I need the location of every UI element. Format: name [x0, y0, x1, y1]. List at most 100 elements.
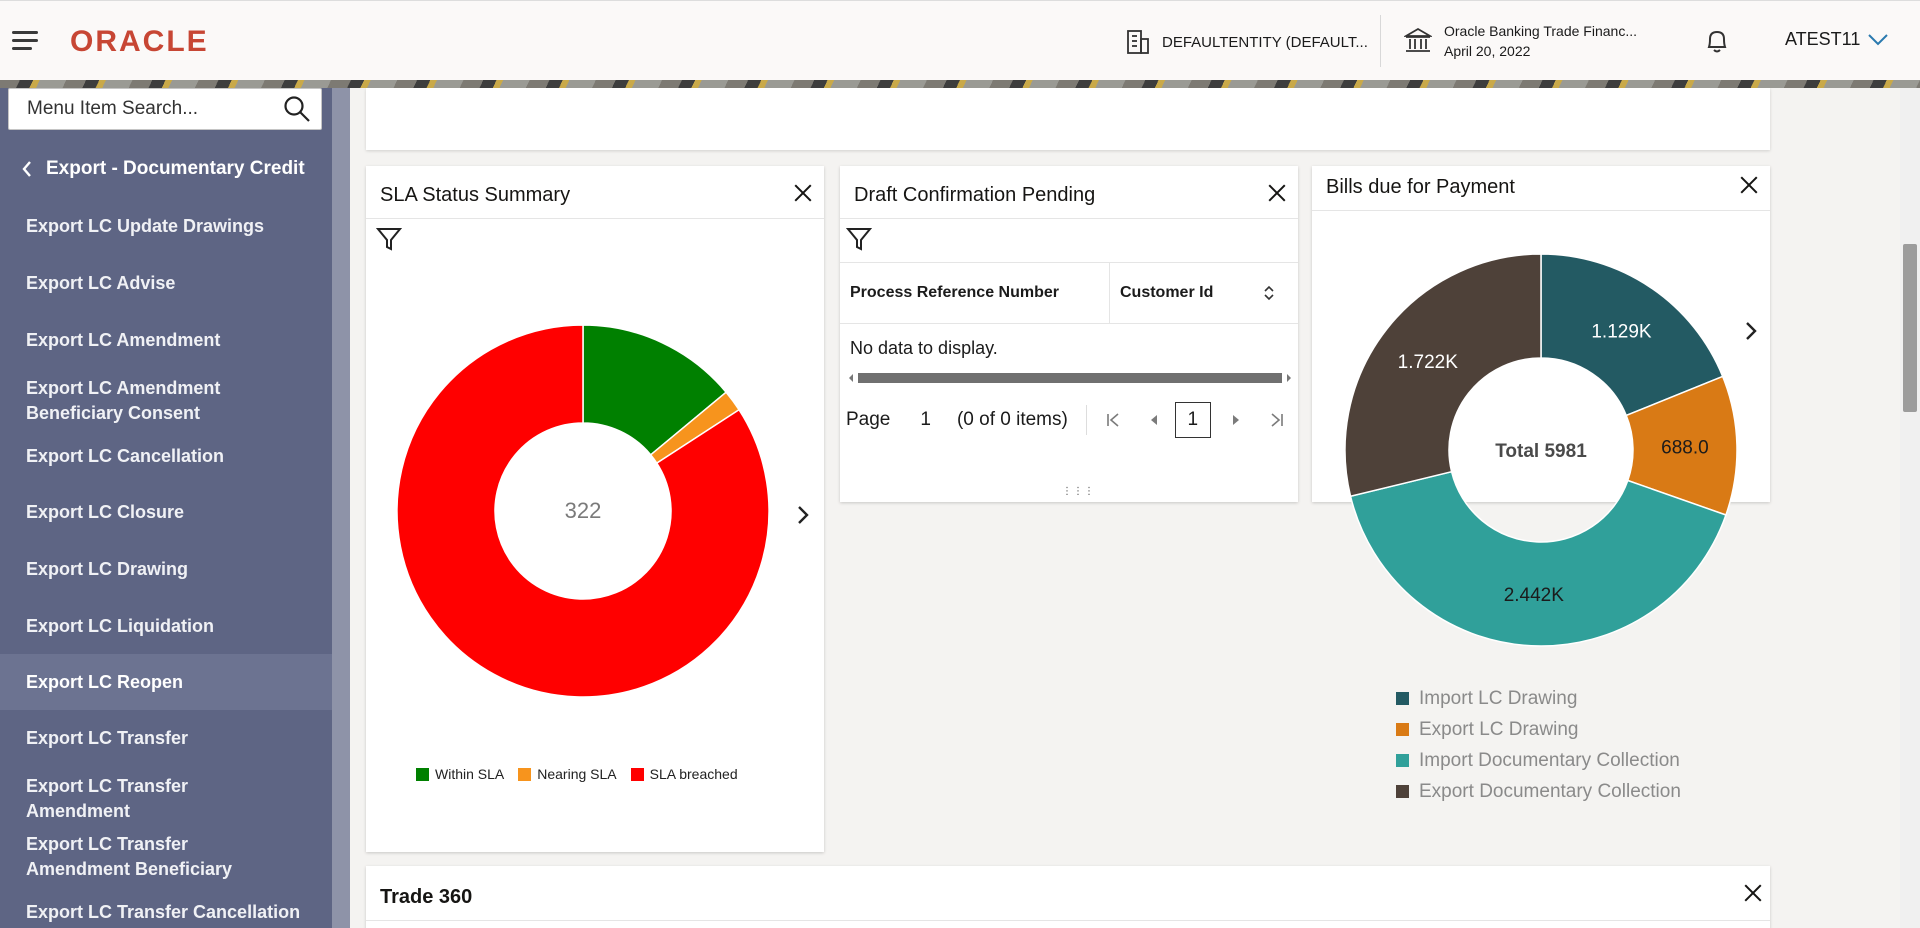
- donut-data-label: 1.129K: [1591, 322, 1652, 343]
- sla-legend: Within SLA Nearing SLA SLA breached: [416, 766, 738, 782]
- app-header: ORACLE DEFAULTENTITY (DEFAULT... Oracle …: [0, 0, 1920, 80]
- draft-filter-icon[interactable]: [846, 226, 872, 252]
- branch-selector[interactable]: Oracle Banking Trade Financ... April 20,…: [1404, 21, 1637, 61]
- sidebar-item-label: Export LC Cancellation: [26, 445, 225, 466]
- sla-filter-icon[interactable]: [376, 226, 402, 252]
- sidebar-item-label: Export LC Amendment: [26, 329, 221, 350]
- table-horizontal-scrollbar[interactable]: [848, 370, 1292, 384]
- sidebar-item-transfer-amendment[interactable]: Export LC Transfer Amendment: [0, 772, 230, 826]
- card-divider: [366, 218, 824, 219]
- legend-label: Nearing SLA: [537, 766, 617, 782]
- donut-slice-within-sla[interactable]: [582, 324, 728, 456]
- donut-slice-sla-breached[interactable]: [396, 324, 770, 698]
- sla-status-card: SLA Status Summary 322 Within SLA Nearin…: [366, 166, 824, 852]
- header-divider: [1380, 15, 1381, 67]
- page-label: Page: [846, 409, 891, 430]
- legend-swatch: [1396, 723, 1409, 736]
- scroll-right-icon[interactable]: [1286, 373, 1292, 383]
- bills-legend-export-lc[interactable]: Export LC Drawing: [1396, 714, 1681, 745]
- user-menu[interactable]: ATEST11: [1785, 29, 1889, 50]
- sidebar-back-button[interactable]: Export - Documentary Credit: [0, 148, 332, 190]
- sidebar-item-label: Export LC Update Drawings: [26, 215, 265, 236]
- legend-label: Export Documentary Collection: [1419, 780, 1681, 802]
- sla-center-value: 322: [565, 498, 602, 523]
- sla-legend-within[interactable]: Within SLA: [416, 766, 504, 782]
- trade-360-close-icon[interactable]: [1742, 882, 1764, 904]
- column-label: Customer Id: [1120, 284, 1214, 301]
- sidebar-item-update-drawings[interactable]: Export LC Update Drawings: [0, 206, 332, 246]
- sla-card-title: SLA Status Summary: [380, 184, 571, 206]
- entity-name: DEFAULTENTITY (DEFAULT...: [1162, 33, 1368, 51]
- sidebar-item-drawing[interactable]: Export LC Drawing: [0, 549, 332, 589]
- sidebar-item-label: Export LC Closure: [26, 501, 185, 522]
- dashboard-area: SLA Status Summary 322 Within SLA Nearin…: [350, 88, 1900, 928]
- sla-next-chevron-icon[interactable]: [796, 504, 810, 526]
- menu-search-input[interactable]: [27, 98, 267, 120]
- bell-icon[interactable]: [1704, 27, 1730, 60]
- sidebar: Export - Documentary Credit Export LC Up…: [0, 88, 332, 928]
- sidebar-item-closure[interactable]: Export LC Closure: [0, 492, 332, 532]
- sidebar-scrollbar[interactable]: [332, 88, 350, 928]
- sidebar-item-amendment[interactable]: Export LC Amendment: [0, 320, 332, 360]
- donut-slice-export-documentary-collection[interactable]: [1344, 253, 1542, 498]
- resize-handle-icon[interactable]: ⋮⋮⋮: [1062, 486, 1095, 497]
- bank-icon: [1404, 27, 1432, 52]
- sidebar-item-amendment-beneficiary-consent[interactable]: Export LC Amendment Beneficiary Consent: [0, 374, 260, 428]
- chevron-left-icon: [22, 161, 31, 177]
- legend-swatch: [1396, 692, 1409, 705]
- sidebar-item-liquidation[interactable]: Export LC Liquidation: [0, 606, 332, 646]
- sidebar-item-label: Export LC Transfer Amendment: [26, 776, 189, 821]
- scroll-left-icon[interactable]: [848, 373, 854, 383]
- legend-swatch: [630, 767, 644, 781]
- column-header-customer-id[interactable]: Customer Id: [1110, 263, 1298, 323]
- first-page-icon[interactable]: [1105, 411, 1123, 429]
- no-data-message: No data to display.: [850, 338, 998, 358]
- sidebar-item-transfer-cancellation[interactable]: Export LC Transfer Cancellation: [0, 892, 332, 928]
- current-page-box[interactable]: 1: [1174, 402, 1211, 438]
- search-icon[interactable]: [283, 95, 311, 123]
- sort-icon[interactable]: [1264, 285, 1274, 301]
- card-divider: [840, 218, 1298, 219]
- legend-swatch: [1396, 785, 1409, 798]
- oracle-logo: ORACLE: [70, 25, 209, 58]
- donut-data-label: 1.722K: [1398, 352, 1459, 373]
- entity-selector[interactable]: DEFAULTENTITY (DEFAULT...: [1126, 29, 1368, 55]
- top-widget-card: [366, 88, 1770, 150]
- sidebar-item-transfer[interactable]: Export LC Transfer: [0, 718, 332, 758]
- sidebar-section-title: Export - Documentary Credit: [46, 158, 305, 179]
- sidebar-item-advise[interactable]: Export LC Advise: [0, 263, 332, 303]
- sidebar-item-label: Export LC Transfer: [26, 727, 189, 748]
- trade-360-title: Trade 360: [380, 886, 473, 908]
- next-page-icon[interactable]: [1231, 413, 1241, 427]
- last-page-icon[interactable]: [1267, 411, 1285, 429]
- donut-slice-import-lc-drawing[interactable]: [1540, 253, 1724, 417]
- bills-center-total: Total 5981: [1495, 441, 1587, 462]
- items-count: (0 of 0 items): [956, 409, 1068, 430]
- page-scrollbar[interactable]: [1900, 88, 1920, 928]
- sidebar-item-reopen[interactable]: Export LC Reopen: [0, 654, 332, 710]
- user-name: ATEST11: [1785, 29, 1861, 49]
- sla-donut-chart: 322: [396, 324, 770, 698]
- hamburger-menu-icon[interactable]: [12, 31, 38, 51]
- sidebar-item-transfer-amendment-beneficiary[interactable]: Export LC Transfer Amendment Beneficiary: [0, 830, 260, 884]
- sidebar-item-cancellation[interactable]: Export LC Cancellation: [0, 436, 332, 476]
- bills-legend-import-collection[interactable]: Import Documentary Collection: [1396, 745, 1681, 776]
- bills-legend-import-lc[interactable]: Import LC Drawing: [1396, 683, 1681, 714]
- legend-label: Import LC Drawing: [1419, 687, 1578, 709]
- scrollbar-thumb[interactable]: [858, 373, 1282, 383]
- donut-slice-import-documentary-collection[interactable]: [1349, 470, 1727, 647]
- sidebar-item-label: Export LC Transfer Cancellation: [26, 901, 301, 922]
- column-header-process-ref[interactable]: Process Reference Number: [840, 263, 1110, 323]
- page-scrollbar-thumb[interactable]: [1903, 244, 1917, 412]
- sla-legend-nearing[interactable]: Nearing SLA: [518, 766, 617, 782]
- draft-close-icon[interactable]: [1266, 182, 1288, 204]
- legend-swatch: [518, 767, 532, 781]
- bills-next-chevron-icon[interactable]: [1744, 320, 1758, 342]
- legend-label: Import Documentary Collection: [1419, 749, 1680, 771]
- bills-legend-export-collection[interactable]: Export Documentary Collection: [1396, 776, 1681, 807]
- sla-legend-breached[interactable]: SLA breached: [630, 766, 738, 782]
- card-divider: [366, 920, 1770, 921]
- sidebar-item-label: Export LC Amendment Beneficiary Consent: [26, 378, 221, 423]
- previous-page-icon[interactable]: [1149, 413, 1159, 427]
- bills-donut-chart: 1.129K 688.0 2.442K 1.722K Total 5981: [1344, 253, 1738, 647]
